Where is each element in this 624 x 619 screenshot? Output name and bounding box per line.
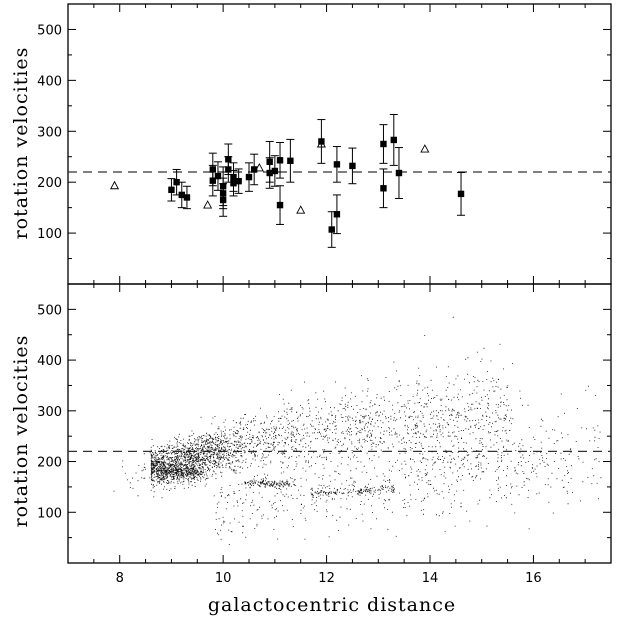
data-point-triangle bbox=[296, 205, 306, 214]
square-marker bbox=[318, 138, 325, 145]
data-point-square bbox=[379, 168, 388, 209]
data-point-square bbox=[229, 169, 238, 197]
top-y-tick-label: 300 bbox=[37, 125, 62, 140]
x-tick-label: 12 bbox=[318, 571, 335, 586]
square-marker bbox=[183, 194, 191, 201]
square-marker bbox=[333, 211, 341, 218]
data-point-square bbox=[276, 185, 285, 225]
square-marker bbox=[271, 167, 279, 175]
data-point-square bbox=[167, 178, 176, 202]
square-marker bbox=[245, 173, 253, 181]
square-marker bbox=[457, 190, 465, 198]
top-y-tick-label: 500 bbox=[37, 23, 62, 38]
data-point-square bbox=[348, 147, 357, 185]
data-point-square bbox=[219, 183, 228, 217]
data-point-triangle bbox=[254, 162, 264, 172]
bottom-y-tick-label: 400 bbox=[37, 354, 62, 369]
data-point-square bbox=[389, 113, 398, 166]
data-point-square bbox=[177, 181, 186, 209]
square-marker bbox=[333, 161, 341, 168]
bottom-y-tick-label: 100 bbox=[37, 506, 62, 521]
data-point-square bbox=[270, 155, 279, 187]
x-axis-title: galactocentric distance bbox=[208, 594, 456, 616]
x-tick-label: 8 bbox=[116, 571, 124, 586]
bottom-y-tick-label: 500 bbox=[37, 303, 62, 318]
data-point-square bbox=[457, 172, 466, 216]
data-point-square bbox=[332, 146, 341, 183]
data-point-triangle bbox=[109, 180, 120, 190]
square-marker bbox=[225, 166, 232, 173]
data-point-square bbox=[208, 164, 217, 197]
top-plot-frame bbox=[67, 3, 612, 285]
square-marker bbox=[214, 172, 222, 180]
square-marker bbox=[250, 166, 258, 173]
square-marker bbox=[173, 178, 180, 186]
x-tick-label: 16 bbox=[525, 571, 542, 586]
top-y-axis-title: rotation velocities bbox=[10, 47, 32, 240]
data-point-square bbox=[276, 141, 285, 179]
bottom-panel: 100 200 300 400 500 8 10 12 14 16 bbox=[37, 283, 612, 586]
bottom-y-axis-title: rotation velocities bbox=[10, 335, 32, 528]
square-marker bbox=[390, 136, 397, 144]
square-marker bbox=[178, 191, 185, 199]
square-marker bbox=[276, 201, 284, 209]
data-point-triangle bbox=[203, 200, 213, 209]
square-marker bbox=[219, 196, 227, 204]
data-point-square bbox=[332, 194, 341, 235]
square-marker bbox=[266, 169, 273, 177]
data-point-square bbox=[250, 153, 259, 186]
square-marker bbox=[328, 226, 335, 233]
square-marker bbox=[209, 177, 216, 184]
bottom-plot-frame bbox=[67, 283, 612, 564]
square-marker bbox=[395, 169, 403, 177]
data-point-square bbox=[394, 147, 403, 199]
data-point-square bbox=[234, 168, 243, 194]
velocity-point-cloud bbox=[113, 316, 602, 545]
bottom-y-tick-label: 200 bbox=[37, 456, 62, 471]
square-marker bbox=[235, 177, 242, 185]
top-y-tick-label: 400 bbox=[37, 74, 62, 89]
data-point-square bbox=[317, 119, 326, 164]
data-point-square bbox=[182, 185, 191, 210]
data-point-triangle bbox=[420, 144, 430, 153]
square-marker bbox=[287, 157, 294, 164]
data-point-square bbox=[286, 138, 295, 183]
square-marker bbox=[349, 162, 356, 170]
top-y-tick-label: 200 bbox=[37, 176, 62, 191]
square-marker bbox=[230, 180, 237, 187]
x-tick-label: 10 bbox=[215, 571, 232, 586]
top-y-tick-label: 100 bbox=[37, 227, 62, 242]
square-marker bbox=[380, 185, 387, 192]
data-point-square bbox=[213, 161, 222, 191]
data-point-triangle bbox=[316, 139, 326, 148]
data-point-square bbox=[379, 124, 388, 164]
data-point-square bbox=[245, 162, 253, 192]
square-marker bbox=[168, 186, 175, 194]
top-panel: 100 200 300 400 500 bbox=[37, 3, 612, 285]
square-marker bbox=[380, 140, 387, 148]
bottom-y-tick-label: 300 bbox=[37, 405, 62, 420]
square-marker bbox=[276, 157, 284, 164]
x-tick-label: 14 bbox=[422, 571, 439, 586]
data-point-square bbox=[265, 157, 274, 189]
